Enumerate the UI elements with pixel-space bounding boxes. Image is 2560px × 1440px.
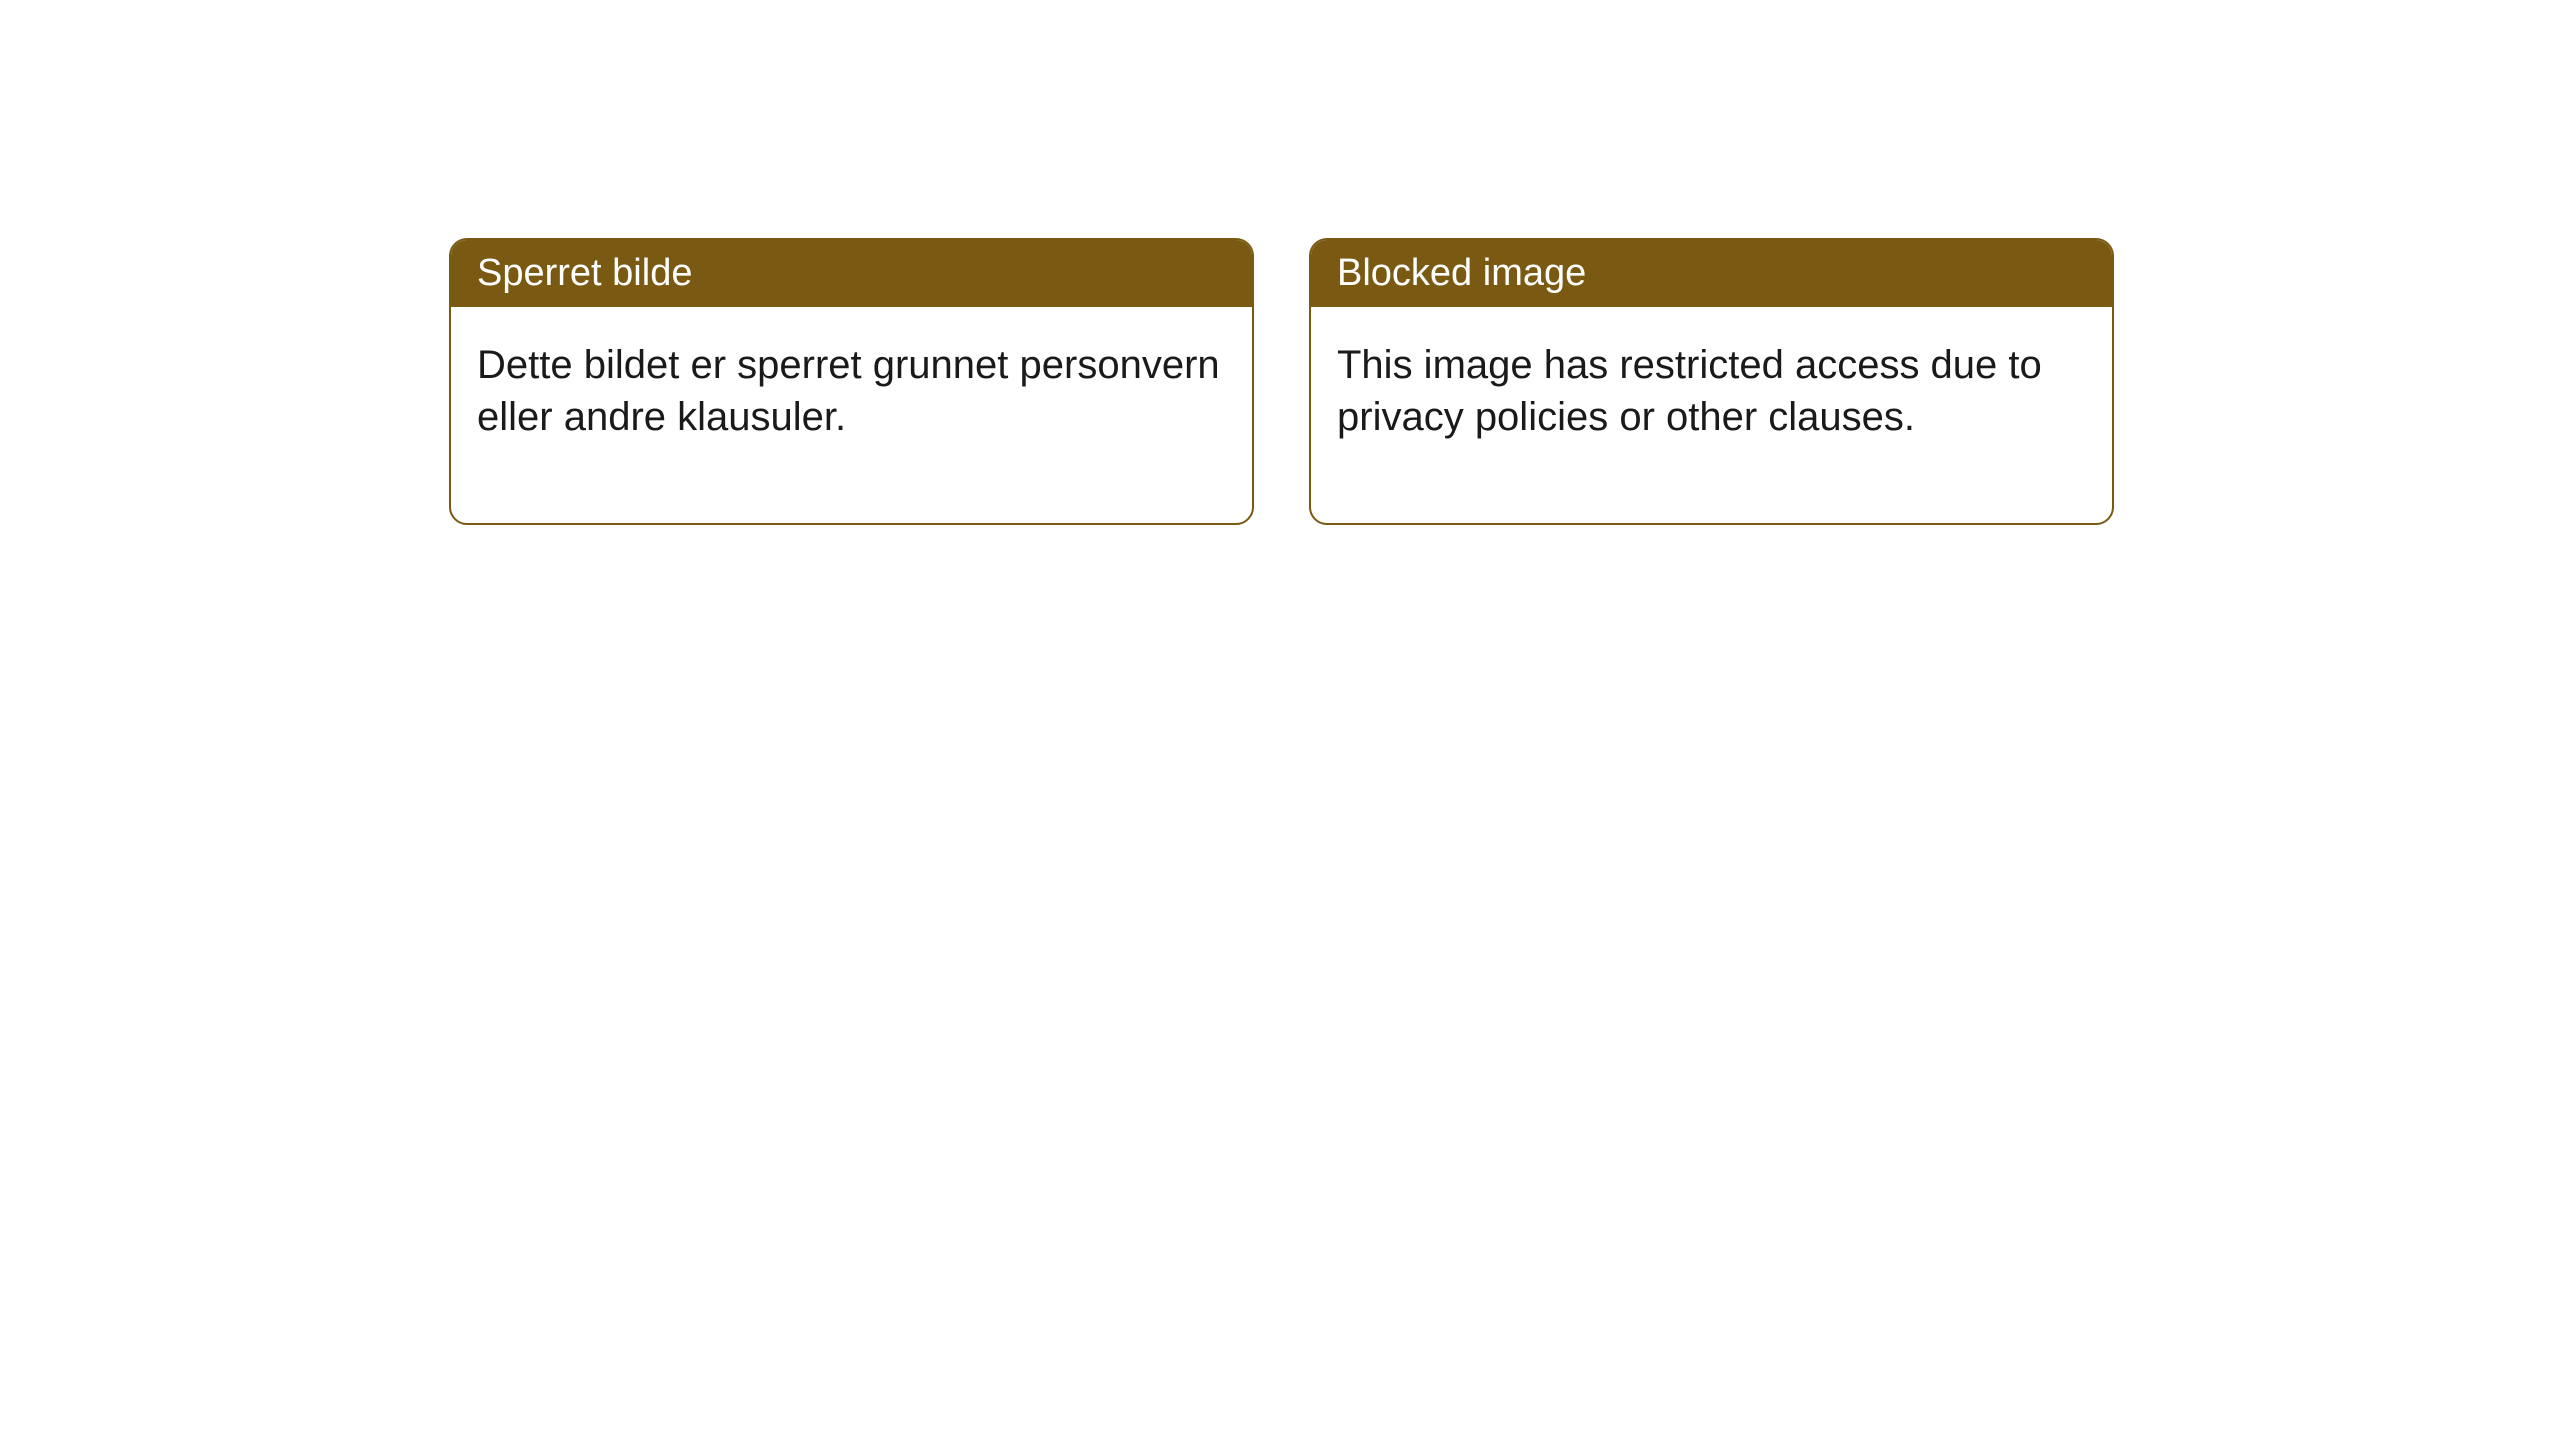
notice-card-english: Blocked image This image has restricted … [1309, 238, 2114, 525]
card-title: Sperret bilde [477, 252, 692, 294]
card-body: Dette bildet er sperret grunnet personve… [451, 307, 1252, 523]
card-message: This image has restricted access due to … [1337, 343, 2042, 439]
card-header: Sperret bilde [451, 240, 1252, 307]
notice-card-norwegian: Sperret bilde Dette bildet er sperret gr… [449, 238, 1254, 525]
card-title: Blocked image [1337, 252, 1586, 294]
card-message: Dette bildet er sperret grunnet personve… [477, 343, 1220, 439]
card-header: Blocked image [1311, 240, 2112, 307]
blocked-image-notices: Sperret bilde Dette bildet er sperret gr… [449, 238, 2114, 525]
card-body: This image has restricted access due to … [1311, 307, 2112, 523]
